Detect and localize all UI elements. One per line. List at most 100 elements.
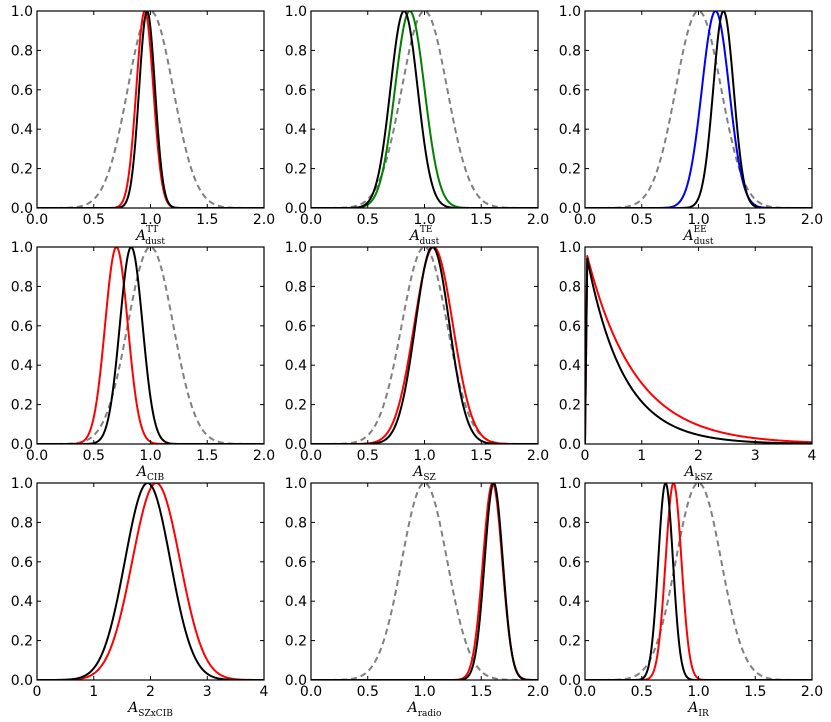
plot-frame: [310, 10, 539, 209]
y-tick-label: 1.0: [559, 240, 581, 256]
series-line-constraint: [37, 247, 264, 444]
plot-frame: [36, 246, 265, 445]
y-tick-label: 0.2: [11, 398, 33, 414]
y-tick-label: 0.2: [285, 398, 307, 414]
y-tick-label: 0.0: [285, 673, 307, 689]
x-tick-label: 2.0: [527, 684, 549, 700]
y-tick-label: 0.4: [559, 594, 581, 610]
series-line-baseline: [311, 11, 538, 208]
x-tick-label: 0.0: [26, 212, 48, 228]
y-tick-label: 0.4: [559, 358, 581, 374]
y-tick-label: 0.8: [11, 43, 33, 59]
y-tick-label: 0.0: [285, 201, 307, 217]
x-tick-label: 0.0: [300, 448, 322, 464]
x-tick-label: 0.5: [83, 212, 105, 228]
x-tick-label: 1.5: [470, 212, 492, 228]
x-tick-label: 0.5: [83, 448, 105, 464]
y-tick-label: 0.4: [11, 122, 33, 138]
y-tick-label: 0.2: [11, 634, 33, 650]
y-tick-label: 0.0: [11, 673, 33, 689]
panel-curves: [311, 247, 538, 444]
x-tick-label: 4: [808, 448, 817, 464]
y-tick-label: 0.6: [559, 319, 581, 335]
series-line-prior: [311, 247, 538, 444]
panel-2: 0.0 0.2 0.4 0.6 0.8 1.0 0.0 0.5 1.0 1.5 2.0 ATE dust: [285, 4, 549, 247]
series-line-constraint: [37, 11, 264, 208]
x-tick-label: 1: [89, 684, 98, 700]
x-tick-label: 1.5: [744, 684, 766, 700]
panel-curves: [585, 483, 812, 680]
y-tick-label: 0.4: [285, 594, 307, 610]
y-tick-label: 0.4: [11, 594, 33, 610]
y-tick-label: 1.0: [285, 4, 307, 20]
y-tick-label: 0.8: [11, 515, 33, 531]
panel-9: 0.0 0.2 0.4 0.6 0.8 1.0 0.0 0.5 1.0 1.5 2.0 AIR: [559, 476, 823, 719]
y-tick-label: 0.2: [559, 634, 581, 650]
x-axis-label-base: A: [406, 700, 418, 716]
x-axis-label-base: A: [683, 464, 695, 480]
y-tick-label: 0.2: [559, 162, 581, 178]
x-tick-label: 0.5: [357, 684, 379, 700]
x-axis-label-base: A: [411, 464, 423, 480]
y-tick-label: 0.0: [11, 201, 33, 217]
y-tick-label: 0.4: [285, 122, 307, 138]
x-axis-label-sub: dust: [694, 237, 714, 247]
x-tick-label: 1.5: [196, 212, 218, 228]
y-tick-label: 0.8: [11, 279, 33, 295]
x-tick-label: 1.0: [413, 212, 435, 228]
y-tick-label: 0.8: [559, 515, 581, 531]
x-tick-label: 0.5: [631, 212, 653, 228]
x-tick-label: 0.0: [574, 684, 596, 700]
series-line-baseline: [585, 257, 812, 444]
x-axis-label-base: A: [686, 700, 698, 716]
series-line-baseline: [37, 483, 264, 680]
series-line-prior: [37, 247, 264, 444]
x-tick-label: 0.0: [574, 212, 596, 228]
y-tick-label: 0.6: [559, 83, 581, 99]
y-tick-label: 1.0: [285, 476, 307, 492]
y-tick-label: 1.0: [11, 4, 33, 20]
y-tick-label: 0.2: [11, 162, 33, 178]
x-tick-label: 4: [260, 684, 269, 700]
x-axis-label: AkSZ: [683, 464, 713, 483]
x-tick-label: 2.0: [253, 448, 275, 464]
series-line-prior: [311, 11, 538, 208]
series-line-constraint: [585, 255, 812, 444]
y-tick-label: 0.6: [11, 83, 33, 99]
x-tick-label: 0.0: [300, 212, 322, 228]
y-tick-label: 1.0: [11, 240, 33, 256]
x-axis-label: AIR: [686, 700, 709, 719]
x-tick-label: 1: [637, 448, 646, 464]
y-tick-label: 0.4: [559, 122, 581, 138]
y-tick-label: 0.2: [285, 634, 307, 650]
x-tick-label: 2.0: [801, 684, 823, 700]
panel-curves: [585, 255, 812, 444]
y-tick-label: 0.6: [559, 555, 581, 571]
x-tick-label: 2: [146, 684, 155, 700]
panel-5: 0.0 0.2 0.4 0.6 0.8 1.0 0.0 0.5 1.0 1.5 2.0 ASZ: [285, 240, 549, 483]
y-tick-label: 0.8: [559, 43, 581, 59]
y-tick-label: 0.0: [559, 201, 581, 217]
panel-curves: [585, 11, 812, 208]
x-axis-label: ATT dust: [134, 225, 165, 247]
y-tick-label: 0.4: [285, 358, 307, 374]
x-axis-label: ACIB: [135, 464, 165, 483]
series-line-baseline: [311, 483, 538, 680]
x-axis-label-sub: SZ: [423, 473, 435, 483]
x-axis-label-base: A: [681, 228, 693, 244]
y-tick-label: 0.6: [285, 555, 307, 571]
x-tick-label: 1.5: [196, 448, 218, 464]
x-tick-label: 2: [694, 448, 703, 464]
series-line-baseline: [585, 11, 812, 208]
x-tick-label: 1.5: [470, 448, 492, 464]
x-axis-label: ATE dust: [408, 225, 440, 247]
x-tick-label: 0.5: [357, 448, 379, 464]
x-axis-label: ASZxCIB: [126, 700, 173, 719]
x-tick-label: 3: [751, 448, 760, 464]
panel-curves: [37, 483, 264, 680]
x-tick-label: 0.5: [631, 684, 653, 700]
series-line-constraint: [311, 247, 538, 444]
panel-6: 0.0 0.2 0.4 0.6 0.8 1.0 0 1 2 3 4 AkSZ: [559, 240, 817, 483]
x-axis-label-base: A: [126, 700, 138, 716]
